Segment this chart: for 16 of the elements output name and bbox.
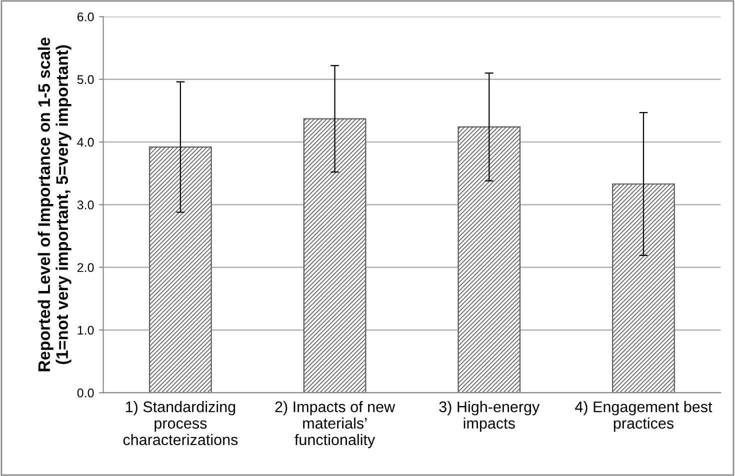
bar xyxy=(612,183,675,393)
y-tick-label: 3.0 xyxy=(77,200,94,210)
y-tick-label: 4.0 xyxy=(77,138,94,147)
x-tick-label: 1) Standardizing process characterizations xyxy=(123,401,238,446)
y-tick-label: 2.0 xyxy=(77,263,94,272)
y-tick-label: 0.0 xyxy=(77,388,94,398)
bar xyxy=(149,146,212,393)
x-tick-label: 2) Impacts of new materials’ functionality xyxy=(275,401,396,448)
bar xyxy=(458,126,521,393)
y-axis-title: Reported Level of Importance on 1-5 scale (1=not very important, 5=very important) xyxy=(38,38,72,372)
y-tick-label: 1.0 xyxy=(78,326,94,335)
y-tick-label: 5.0 xyxy=(77,75,94,84)
x-tick-label: 4) Engagement best practices xyxy=(575,401,712,432)
bar xyxy=(303,118,366,393)
x-tick-label: 3) High-energy impacts xyxy=(439,401,540,432)
y-tick-label: 6.0 xyxy=(78,12,94,22)
